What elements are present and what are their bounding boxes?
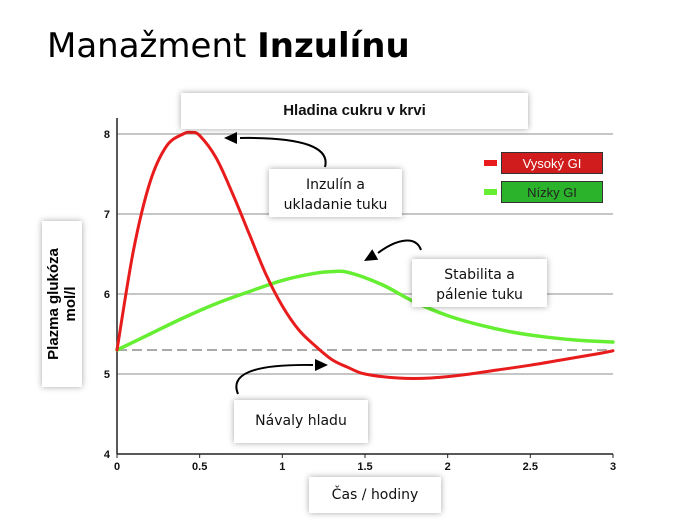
arrow-insulin-icon: [224, 132, 237, 144]
y-axis-label-line1: Plazma glukóza: [45, 248, 62, 360]
x-tick-label: 2.5: [523, 461, 538, 473]
slide-title: Manažment Inzulínu: [47, 26, 410, 66]
annotation-stability-line2: pálenie tuku: [436, 287, 523, 303]
annotation-insulin-line1: Inzulín a: [306, 177, 365, 193]
arrow-stability-icon: [364, 249, 379, 261]
x-tick-label: 1: [279, 461, 285, 473]
y-tick-label: 6: [104, 289, 110, 301]
series-line-high-gi: [115, 130, 615, 380]
chart-title: Hladina cukru v krvi: [181, 93, 528, 129]
annotation-insulin-line2: ukladanie tuku: [283, 197, 388, 213]
legend-swatch-low-gi: [484, 189, 497, 195]
annotation-stability: Stabilita a pálenie tuku: [412, 259, 547, 307]
x-tick-label: 1.5: [357, 461, 372, 473]
annotation-hunger: Návaly hladu: [234, 400, 368, 443]
x-tick-label: 2: [445, 461, 451, 473]
annotation-insulin: Inzulín a ukladanie tuku: [269, 169, 402, 217]
arrow-insulin-shaft: [239, 136, 327, 168]
y-axis-label-box: [42, 221, 82, 387]
arrow-hunger-shaft: [235, 363, 314, 395]
x-tick-label: 0.5: [192, 461, 207, 473]
arrow-hunger-icon: [315, 359, 328, 371]
slide-title-normal: Manažment: [47, 26, 258, 66]
y-tick-label: 4: [104, 449, 111, 461]
x-axis-label: Čas / hodiny: [309, 477, 441, 513]
y-axis-label-line2: mol/l: [62, 286, 79, 322]
y-tick-label: 7: [104, 209, 110, 221]
y-tick-label: 5: [104, 369, 110, 381]
arrow-stability-shaft: [377, 239, 422, 254]
legend-label-low-gi: Nízky GI: [501, 181, 603, 203]
legend-swatch-high-gi: [484, 160, 497, 166]
legend-label-high-gi: Vysoký GI: [501, 152, 603, 174]
annotation-hunger-line1: Návaly hladu: [255, 413, 347, 429]
series-line-low-gi: [115, 269, 615, 352]
y-tick-label: 8: [104, 129, 110, 141]
x-tick-label: 3: [610, 461, 616, 473]
x-tick-label: 0: [114, 461, 120, 473]
annotation-stability-line1: Stabilita a: [444, 267, 515, 283]
legend-item-low-gi: Nízky GI: [484, 181, 603, 203]
legend-item-high-gi: Vysoký GI: [484, 152, 603, 174]
slide-title-bold: Inzulínu: [257, 26, 410, 66]
y-axis-label: Plazma glukóza mol/l: [45, 248, 79, 360]
